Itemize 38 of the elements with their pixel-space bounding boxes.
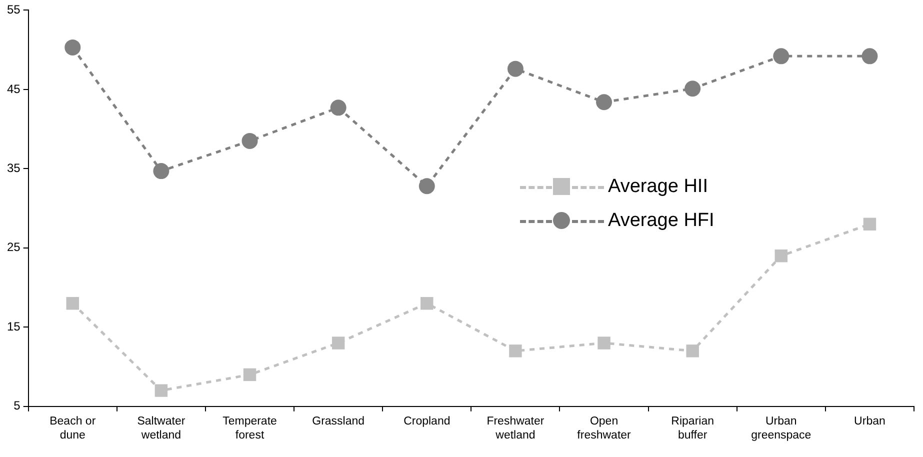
y-tick-label: 45 [6,82,21,96]
y-tick-label: 5 [14,398,21,413]
point [332,336,345,350]
x-tick-label: Temperate forest [222,415,277,442]
x-tick-label: Open freshwater [577,415,632,442]
point [598,336,610,350]
x-tick-label: Urban [854,415,886,428]
legend-label: Average HFI [608,210,714,232]
x-tick-label: Beach or dune [50,415,96,442]
point [242,132,258,149]
point [774,249,788,262]
point [420,297,434,310]
point [243,368,256,382]
point [153,163,170,180]
point [684,80,701,97]
point [596,94,612,110]
point [773,48,790,64]
point [418,178,435,194]
legend-label: Average HII [608,176,708,198]
point [66,297,79,310]
x-tick-label: Cropland [404,415,450,428]
x-tick-label: Riparian buffer [671,415,714,442]
point [330,100,346,116]
y-tick-label: 35 [6,160,21,175]
x-tick-label: Saltwater wetland [137,415,186,442]
point [509,344,522,358]
x-tick-label: Urban greenspace [751,415,812,442]
y-tick-label: 55 [6,2,21,17]
x-tick-label: Freshwater wetland [486,415,544,442]
point [154,384,168,397]
x-tick-label: Grassland [312,415,365,428]
point [686,344,699,358]
point [862,48,878,64]
point [64,39,81,56]
y-tick-label: 25 [6,240,21,254]
point [863,218,876,231]
y-tick-label: 15 [6,319,21,334]
point [507,60,524,77]
